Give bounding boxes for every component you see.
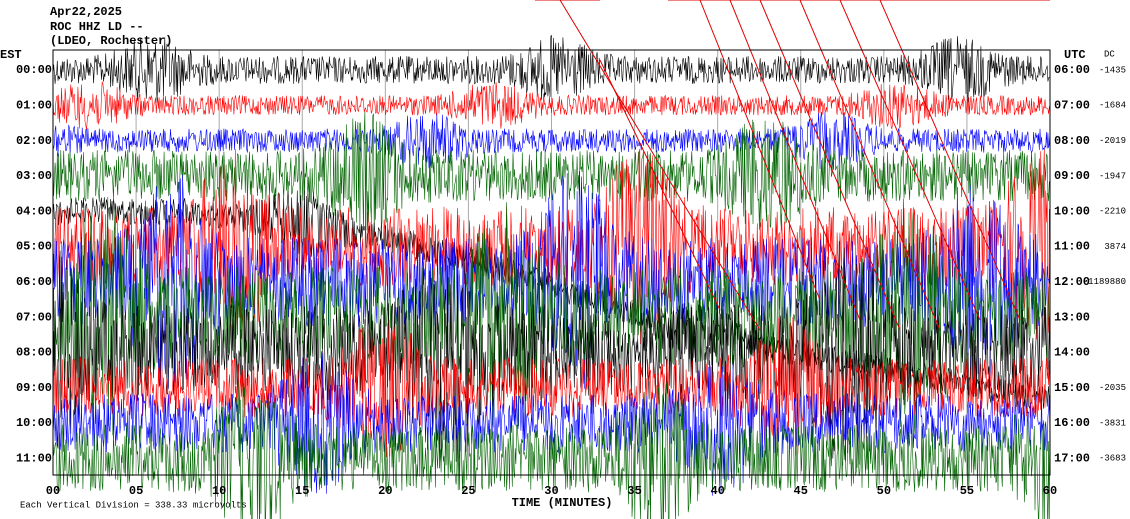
dc-label: -2210	[1099, 207, 1126, 217]
utc-label: 14:00	[1054, 346, 1090, 360]
footer: Each Vertical Division = 338.33 microvol…	[20, 500, 247, 510]
x-tick-label: 30	[544, 484, 558, 498]
traces	[52, 34, 1051, 519]
est-label: 01:00	[16, 98, 52, 112]
est-label: 00:00	[16, 63, 52, 77]
x-tick-label: 00	[46, 484, 60, 498]
est-label: 11:00	[16, 451, 52, 465]
x-tick-label: 10	[212, 484, 226, 498]
dc-label: -1684	[1099, 101, 1126, 111]
est-label: 10:00	[16, 416, 52, 430]
utc-label: 12:00	[1054, 275, 1090, 289]
dc-label: -2019	[1099, 136, 1126, 146]
est-label: 07:00	[16, 310, 52, 324]
utc-label: 16:00	[1054, 416, 1090, 430]
utc-label: 15:00	[1054, 381, 1090, 395]
left-title: EST	[0, 48, 22, 62]
header-line: (LDEO, Rochester)	[50, 34, 172, 48]
utc-label: 09:00	[1054, 169, 1090, 183]
x-tick-label: 55	[960, 484, 974, 498]
utc-label: 10:00	[1054, 204, 1090, 218]
x-tick-label: 25	[461, 484, 475, 498]
utc-label: 06:00	[1054, 63, 1090, 77]
utc-label: 07:00	[1054, 98, 1090, 112]
trace	[52, 196, 1051, 436]
x-tick-label: 40	[710, 484, 724, 498]
est-label: 02:00	[16, 134, 52, 148]
dc-label: -3683	[1099, 454, 1126, 464]
utc-label: 11:00	[1054, 240, 1090, 254]
trace	[52, 316, 1051, 463]
utc-label: 08:00	[1054, 134, 1090, 148]
trace	[52, 34, 1051, 103]
est-label: 06:00	[16, 275, 52, 289]
x-tick-label: 50	[877, 484, 891, 498]
dc-label: 3874	[1104, 242, 1126, 252]
trace	[52, 381, 1051, 519]
dc-title: DC	[1104, 49, 1115, 59]
labels: 00 05 10 15 20 25 30 35 40 45 50 55 60 00:00 06:00 -143…	[16, 63, 1126, 498]
x-tick-label: 45	[794, 484, 808, 498]
dc-label: -1189880	[1083, 277, 1126, 287]
plot-frame	[52, 49, 1051, 476]
dc-label: -1435	[1099, 65, 1126, 75]
x-axis-label: TIME (MINUTES)	[512, 496, 613, 510]
x-tick-label: 35	[627, 484, 641, 498]
utc-label: 13:00	[1054, 310, 1090, 324]
est-label: 09:00	[16, 381, 52, 395]
right-title: UTC	[1064, 48, 1086, 62]
x-tick-label: 15	[295, 484, 309, 498]
header-line: ROC HHZ LD --	[50, 20, 144, 34]
header-line: Apr22,2025	[50, 5, 122, 19]
est-label: 08:00	[16, 346, 52, 360]
est-label: 03:00	[16, 169, 52, 183]
pick-lines	[535, 0, 1050, 331]
x-tick-label: 20	[378, 484, 392, 498]
x-tick-label: 05	[129, 484, 143, 498]
est-label: 04:00	[16, 204, 52, 218]
x-tick-label: 60	[1043, 484, 1057, 498]
dc-label: -2035	[1099, 383, 1126, 393]
est-label: 05:00	[16, 240, 52, 254]
dc-label: -1947	[1099, 171, 1126, 181]
utc-label: 17:00	[1054, 451, 1090, 465]
dc-label: -3831	[1099, 418, 1126, 428]
trace	[52, 111, 1051, 171]
